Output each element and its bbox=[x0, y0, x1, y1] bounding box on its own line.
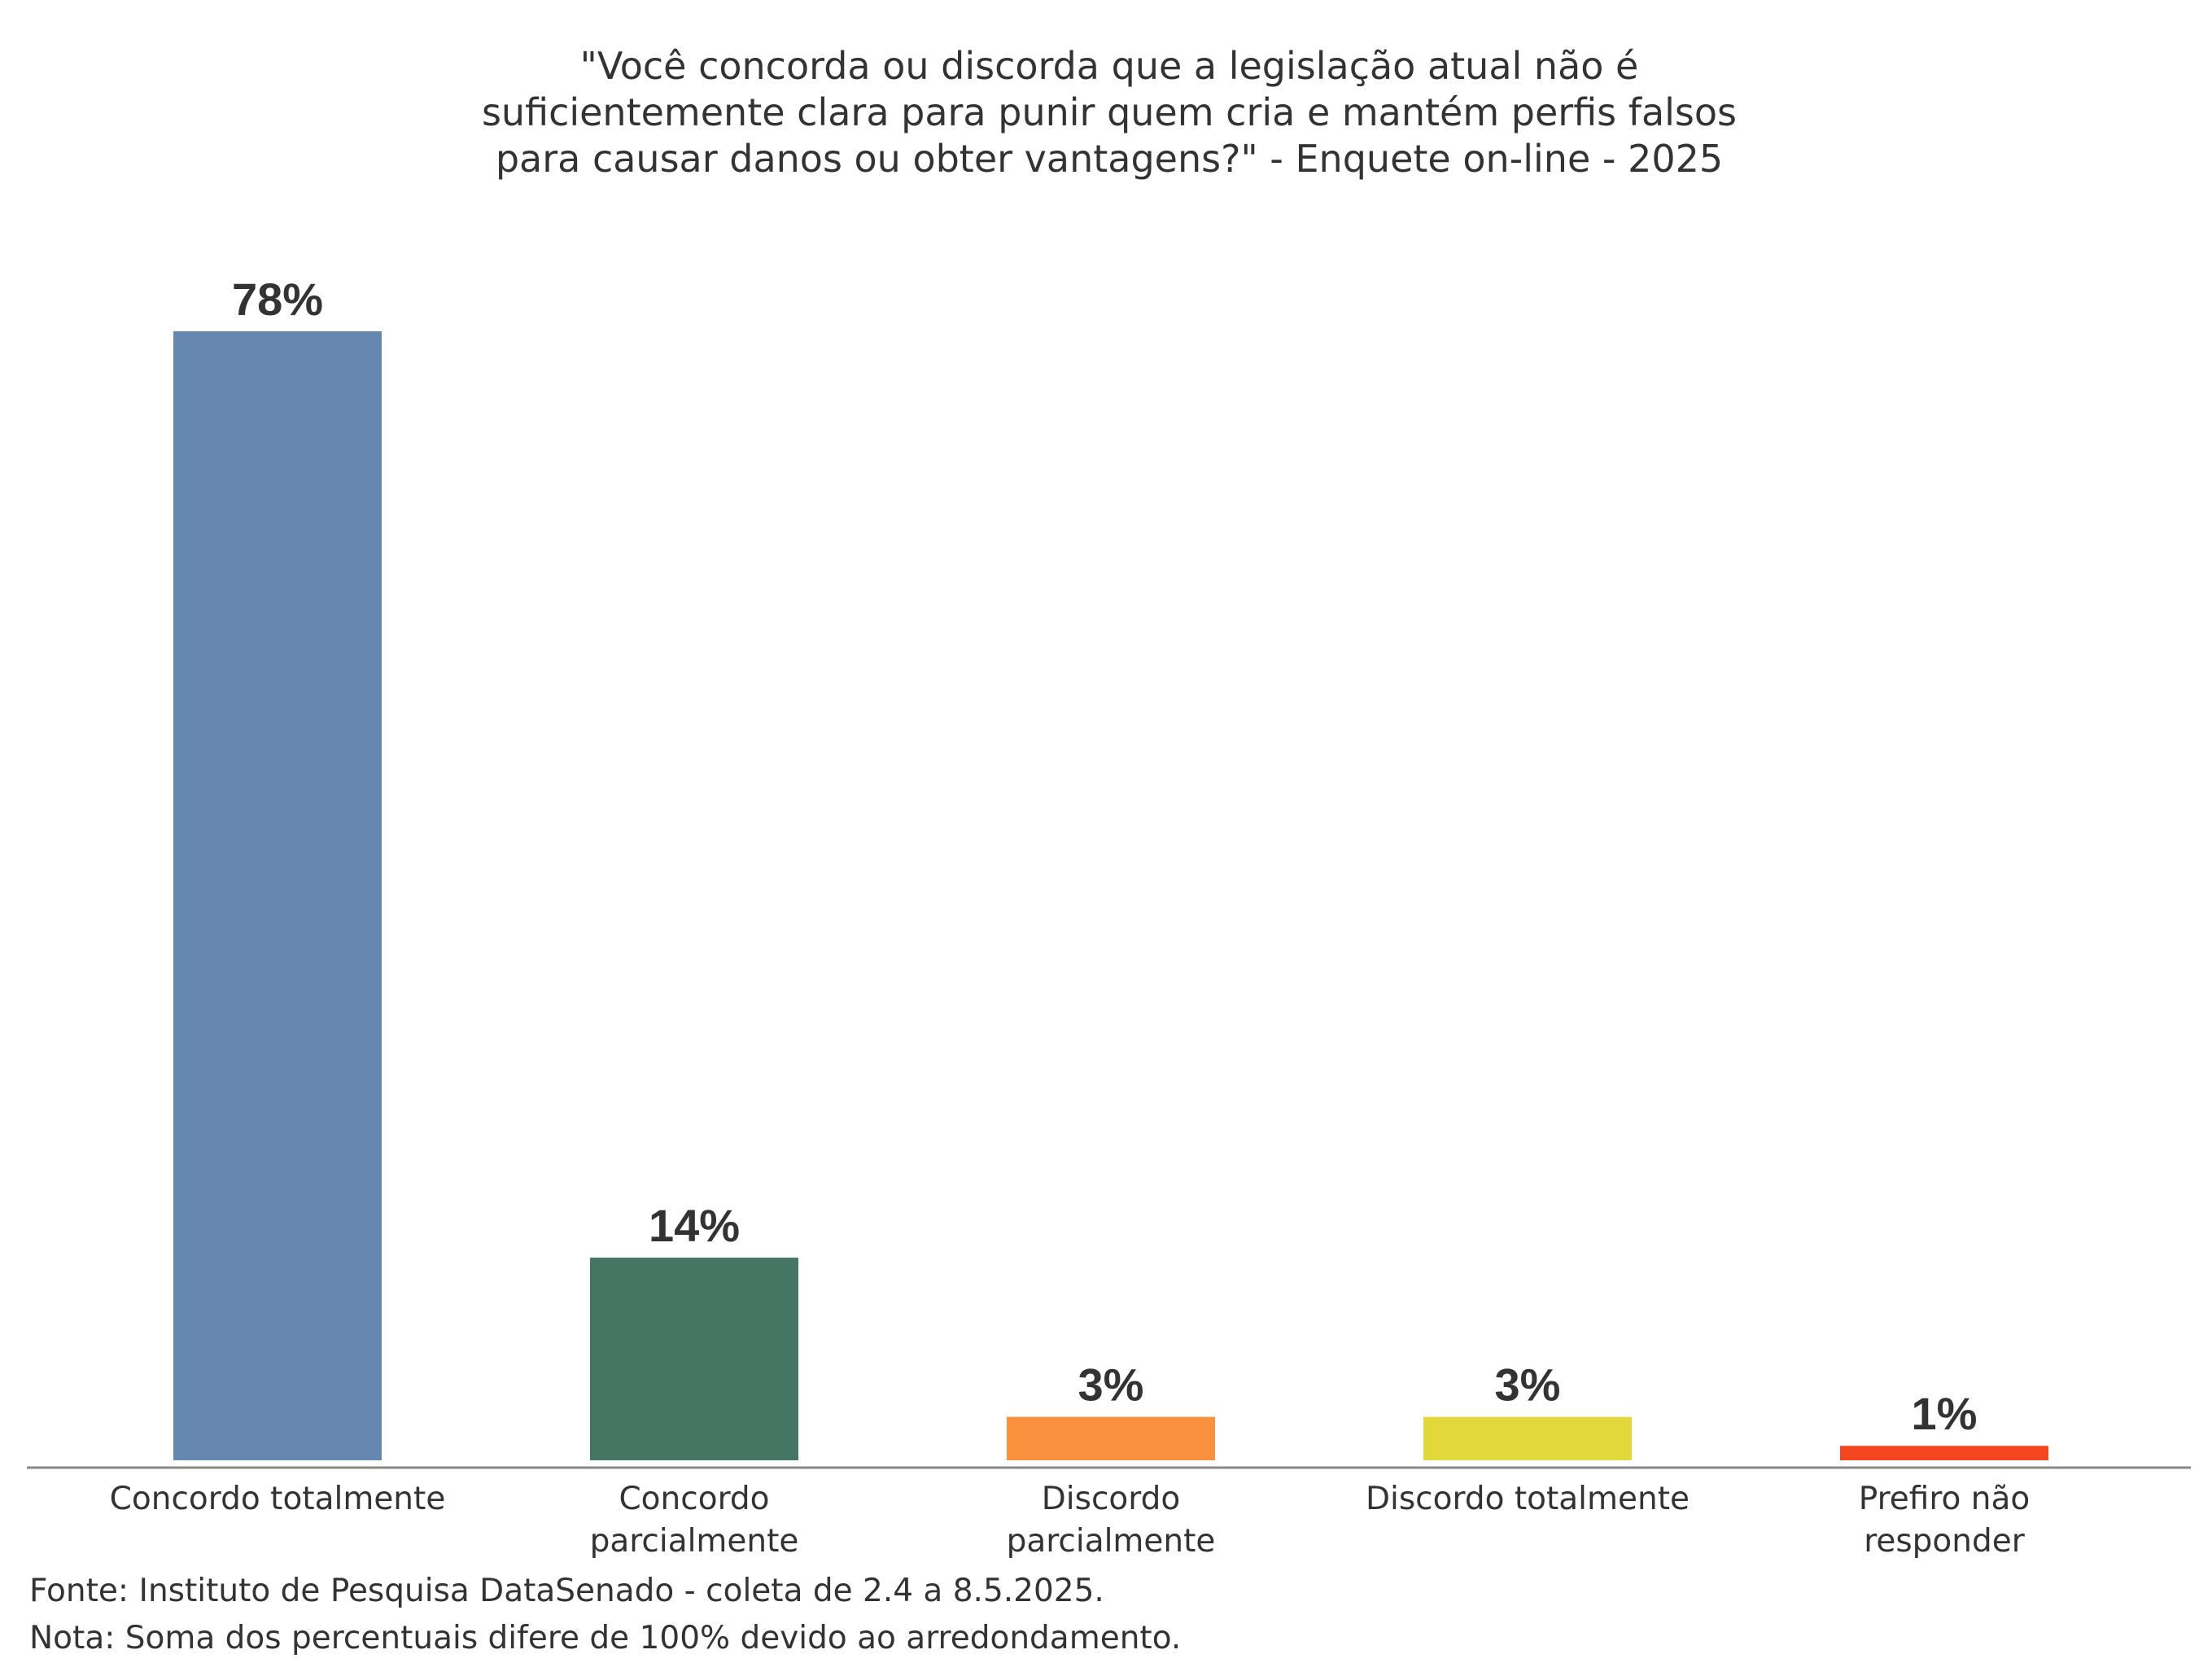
chart-title-line: suficientemente clara para punir quem cr… bbox=[482, 90, 1737, 134]
x-tick-label: Concordo totalmente bbox=[110, 1481, 446, 1517]
x-tick-label: Discordo totalmente bbox=[1366, 1481, 1690, 1517]
data-label: 14% bbox=[649, 1200, 740, 1251]
x-tick-label: Prefiro não bbox=[1859, 1481, 2030, 1517]
x-tick-label: parcialmente bbox=[1007, 1523, 1216, 1560]
bar bbox=[1423, 1416, 1632, 1460]
bar bbox=[590, 1258, 798, 1460]
chart-title-line: "Você concorda ou discorda que a legisla… bbox=[580, 44, 1639, 88]
category-labels: Concordo totalmente Concordo parcialmente D… bbox=[110, 1481, 2031, 1560]
x-tick-label: parcialmente bbox=[590, 1523, 799, 1560]
rounding-note: Nota: Soma dos percentuais difere de 100… bbox=[29, 1620, 1182, 1656]
value-labels: 78% 14% 3% 3% 1% bbox=[232, 273, 1978, 1439]
data-label: 3% bbox=[1495, 1359, 1561, 1411]
x-tick-label: responder bbox=[1864, 1523, 2026, 1560]
data-label: 78% bbox=[232, 273, 323, 325]
bars bbox=[173, 331, 2048, 1460]
chart-title-line: para causar danos ou obter vantagens?" -… bbox=[496, 137, 1723, 181]
x-tick-label: Discordo bbox=[1042, 1481, 1180, 1517]
source-note: Fonte: Instituto de Pesquisa DataSenado … bbox=[29, 1573, 1104, 1609]
data-label: 3% bbox=[1078, 1359, 1144, 1411]
bar bbox=[1840, 1446, 2048, 1460]
bar bbox=[173, 331, 382, 1460]
chart-title: "Você concorda ou discorda que a legisla… bbox=[482, 44, 1737, 181]
data-label: 1% bbox=[1912, 1388, 1978, 1439]
bar bbox=[1007, 1416, 1215, 1460]
x-tick-label: Concordo bbox=[619, 1481, 769, 1517]
